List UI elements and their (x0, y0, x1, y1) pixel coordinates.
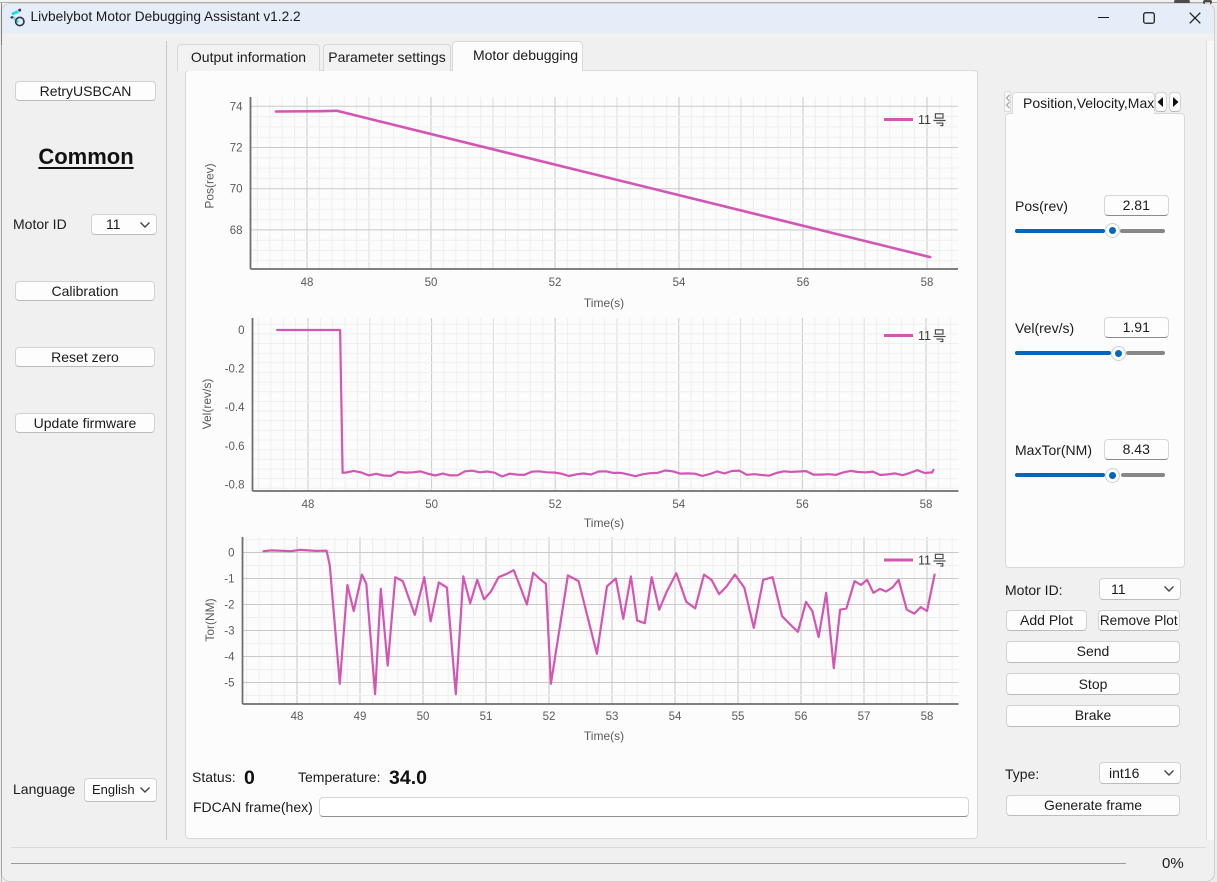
svg-text:72: 72 (230, 143, 243, 155)
svg-text:68: 68 (230, 225, 243, 237)
svg-text:56: 56 (796, 499, 809, 511)
svg-text:0: 0 (228, 548, 234, 560)
svg-text:54: 54 (672, 499, 685, 511)
svg-text:52: 52 (543, 711, 556, 723)
svg-text:48: 48 (302, 499, 315, 511)
svg-text:Pos(rev): Pos(rev) (203, 163, 217, 208)
svg-text:11: 11 (918, 113, 931, 127)
svg-text:49: 49 (354, 711, 367, 723)
svg-text:58: 58 (921, 711, 934, 723)
svg-text:54: 54 (673, 277, 686, 289)
svg-text:50: 50 (417, 711, 430, 723)
svg-text:-4: -4 (224, 652, 235, 664)
svg-text:55: 55 (732, 711, 745, 723)
svg-text:-0.2: -0.2 (225, 364, 245, 376)
svg-text:Vel(rev/s): Vel(rev/s) (200, 379, 214, 430)
svg-text:-0.4: -0.4 (225, 402, 245, 414)
svg-text:-1: -1 (224, 574, 234, 586)
svg-text:-2: -2 (224, 600, 234, 612)
svg-text:70: 70 (230, 184, 243, 196)
svg-text:Time(s): Time(s) (584, 296, 624, 310)
svg-text:74: 74 (230, 101, 243, 113)
svg-text:-5: -5 (224, 678, 234, 690)
svg-text:48: 48 (291, 711, 304, 723)
svg-text:11: 11 (918, 329, 931, 343)
svg-text:48: 48 (301, 277, 314, 289)
svg-text:50: 50 (425, 499, 438, 511)
svg-text:Tor(NM): Tor(NM) (203, 598, 217, 641)
svg-text:51: 51 (480, 711, 493, 723)
svg-text:50: 50 (425, 277, 438, 289)
svg-text:56: 56 (795, 711, 808, 723)
svg-text:11: 11 (918, 554, 931, 568)
svg-text:Time(s): Time(s) (584, 516, 624, 530)
svg-text:56: 56 (797, 277, 810, 289)
svg-text:57: 57 (858, 711, 871, 723)
svg-text:58: 58 (921, 277, 934, 289)
svg-text:54: 54 (669, 711, 682, 723)
svg-text:53: 53 (606, 711, 619, 723)
svg-text:52: 52 (549, 499, 562, 511)
svg-text:-0.8: -0.8 (225, 479, 245, 491)
svg-text:-3: -3 (224, 626, 234, 638)
svg-text:-0.6: -0.6 (225, 441, 245, 453)
svg-text:52: 52 (549, 277, 562, 289)
svg-text:Time(s): Time(s) (584, 729, 624, 743)
svg-text:58: 58 (920, 499, 933, 511)
svg-text:0: 0 (238, 325, 244, 337)
